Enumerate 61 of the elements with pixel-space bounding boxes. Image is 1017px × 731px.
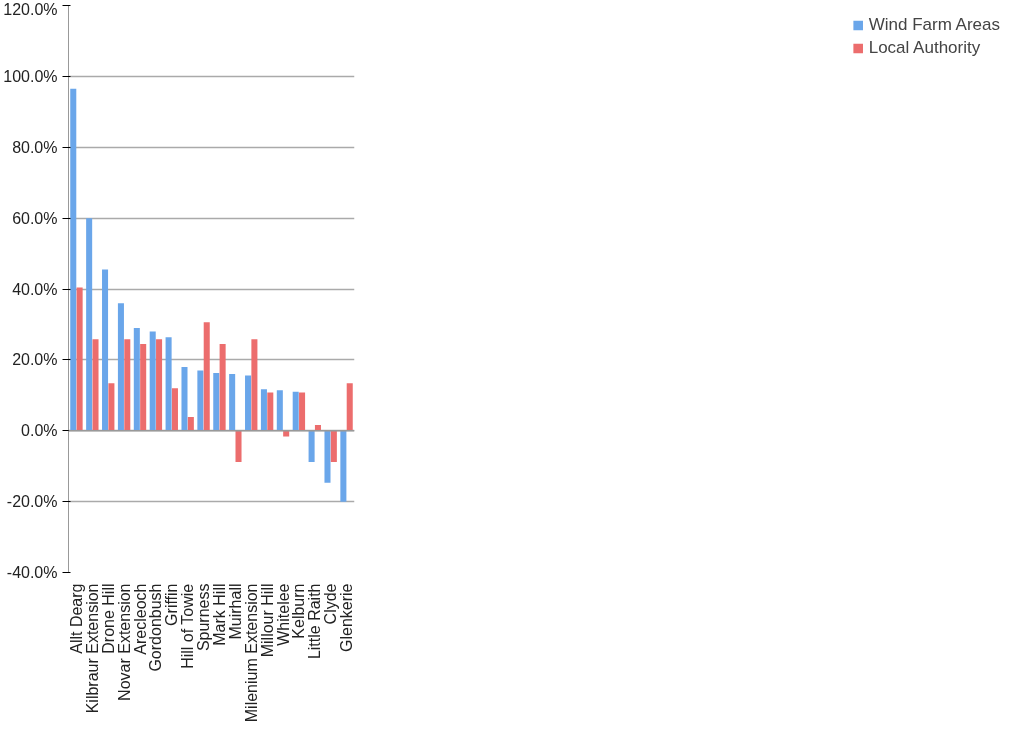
bar [70,88,77,431]
bar [140,343,147,431]
bar [219,343,226,431]
x-tick-label: Hill of Towie [179,583,197,669]
bar [181,366,188,431]
bar [260,389,267,431]
bar [299,392,306,431]
x-tick-label: Glenkerie [338,583,356,652]
bar [124,339,131,431]
bar [251,339,258,431]
bar [108,383,115,431]
x-tick-label: Griffin [163,583,181,626]
bar [92,339,99,431]
bar [117,303,124,431]
y-tick-label: 80.0% [12,138,58,156]
x-tick-label: Kelburn [290,583,308,639]
x-tick-label: Muirhall [226,583,244,640]
bar [171,388,178,431]
bar [76,287,83,431]
bar [245,375,252,431]
bar [187,416,194,431]
y-tick-label: 0.0% [21,422,58,440]
y-tick-label: 40.0% [12,280,58,298]
bar [149,331,156,431]
bar [102,269,109,431]
y-tick-label: 120.0% [3,0,58,18]
x-tick-label: Millour Hill [258,583,276,658]
bar [330,430,337,462]
bar [292,391,299,431]
y-tick-label: 100.0% [3,67,58,85]
bar [276,390,283,431]
bar [229,374,236,431]
x-tick-label: Little Raith [306,583,324,660]
bar [197,370,204,431]
y-tick-label: 60.0% [12,209,58,227]
x-tick-label: Clyde [322,583,340,625]
x-tick-label: Spurness [195,583,213,652]
bar [133,327,140,431]
x-tick-label: Drone Hill [99,583,117,654]
y-tick-label: 20.0% [12,351,58,369]
x-tick-label: Milenium Extension [242,583,260,723]
bar [340,430,347,502]
bar [203,322,210,431]
legend-label: Local Authority [868,38,981,58]
x-tick-label: Arecleoch [131,583,149,655]
bar [165,337,172,431]
bar [213,372,220,431]
legend-label: Wind Farm Areas [868,15,1000,35]
x-tick-label: Novar Extension [115,583,133,701]
bar [86,218,93,431]
bar [267,392,274,431]
x-tick-label: Allt Dearg [67,583,85,654]
bar [308,430,315,462]
y-tick-label: -20.0% [6,493,58,511]
x-tick-label: Whitelee [274,583,292,646]
y-tick-label: -40.0% [6,564,58,581]
bar [324,430,331,483]
bar [346,383,353,431]
bar [235,430,242,462]
x-tick-label: Gordonbush [147,583,165,672]
bar [156,339,163,431]
